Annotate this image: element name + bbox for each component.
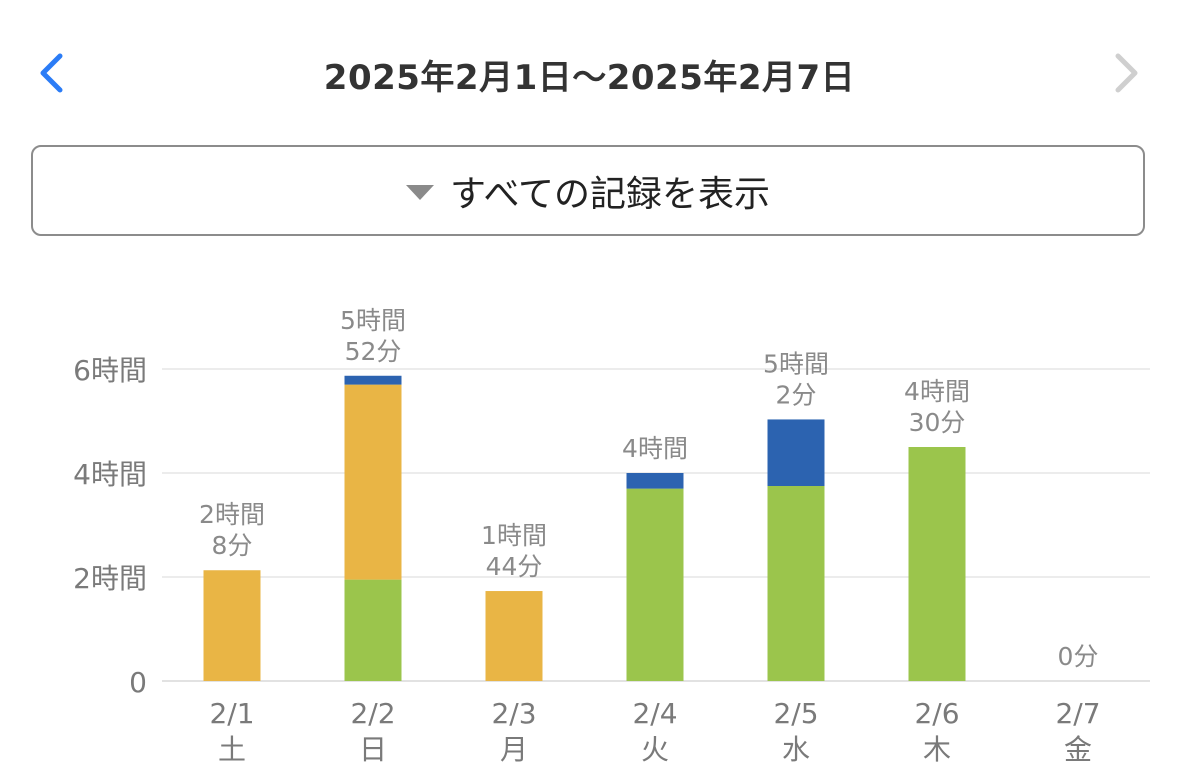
bar-total-label: 0分 — [1058, 642, 1099, 671]
bar-total-label: 44分 — [486, 552, 543, 581]
bar-segment — [767, 486, 825, 681]
bar-segment — [344, 384, 402, 580]
filter-content: すべての記録を表示 — [405, 165, 771, 217]
bar-segment — [344, 375, 402, 385]
x-weekday-label: 火 — [641, 733, 669, 766]
bar-total-label: 30分 — [909, 408, 966, 437]
bar-total-label: 8分 — [212, 531, 253, 560]
x-tick-label: 2/5 — [773, 697, 818, 730]
y-tick-label: 4時間 — [73, 458, 147, 491]
x-weekday-label: 日 — [359, 733, 387, 766]
chevron-right-icon — [1115, 53, 1138, 93]
study-time-chart: 02時間4時間6時間2時間8分2/1土5時間52分2/2日1時間44分2/3月4… — [73, 306, 1150, 766]
bar-segment — [626, 488, 684, 681]
x-weekday-label: 金 — [1064, 733, 1092, 766]
bar-total-label: 2分 — [776, 380, 817, 409]
y-tick-label: 2時間 — [73, 562, 147, 595]
header: 2025年2月1日〜2025年2月7日 — [0, 0, 1179, 140]
y-tick-label: 0 — [129, 666, 147, 699]
previous-week-button[interactable] — [30, 48, 74, 98]
x-tick-label: 2/6 — [914, 697, 959, 730]
bar-total-label: 52分 — [345, 337, 402, 366]
bar-total-label: 2時間 — [199, 500, 265, 529]
bar-segment — [767, 419, 825, 486]
x-weekday-label: 月 — [500, 733, 528, 766]
bar-segment — [908, 447, 966, 681]
date-range-title: 2025年2月1日〜2025年2月7日 — [323, 58, 856, 98]
bar-total-label: 4時間 — [622, 434, 688, 463]
x-weekday-label: 土 — [218, 733, 246, 766]
chevron-left-icon — [40, 53, 63, 93]
triangle-down-icon — [405, 185, 434, 200]
bar-segment — [626, 473, 684, 489]
y-tick-label: 6時間 — [73, 354, 147, 387]
next-week-button — [1104, 48, 1148, 98]
x-weekday-label: 木 — [923, 733, 951, 766]
bar-total-label: 1時間 — [481, 521, 547, 550]
bar-segment — [344, 579, 402, 681]
x-tick-label: 2/4 — [632, 697, 677, 730]
bar-segment — [485, 591, 543, 681]
x-tick-label: 2/3 — [491, 697, 536, 730]
x-tick-label: 2/2 — [350, 697, 395, 730]
x-weekday-label: 水 — [782, 733, 810, 766]
bar-total-label: 5時間 — [340, 306, 406, 335]
x-tick-label: 2/1 — [209, 697, 254, 730]
filter-label: すべての記録を表示 — [449, 173, 771, 215]
bar-segment — [203, 570, 261, 681]
filter-dropdown[interactable]: すべての記録を表示 — [31, 145, 1145, 236]
x-tick-label: 2/7 — [1055, 697, 1100, 730]
bar-total-label: 5時間 — [763, 349, 829, 378]
bar-total-label: 4時間 — [904, 377, 970, 406]
